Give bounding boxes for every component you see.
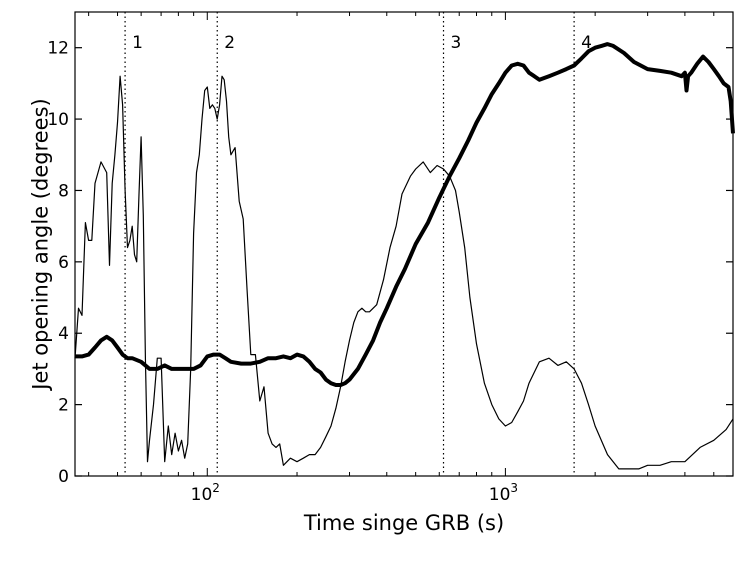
series-layer (74, 42, 735, 470)
y-tick-label: 6 (58, 253, 69, 273)
marker-layer: 1 2 3 4 (124, 12, 592, 476)
marker-label-1: 1 (132, 33, 143, 53)
series-line-thin (74, 75, 734, 470)
y-tick-label: 10 (47, 110, 69, 130)
x-tick-label: 103 (489, 481, 518, 505)
marker-label-4: 4 (581, 33, 592, 53)
plot-frame (74, 11, 734, 477)
y-tick-label: 12 (47, 39, 69, 59)
x-axis-label: Time singe GRB (s) (303, 511, 504, 535)
y-tick-label: 0 (58, 467, 69, 487)
marker-label-2: 2 (224, 33, 235, 53)
series-line-thick (75, 42, 735, 387)
y-axis-label: Jet opening angle (degrees) (28, 98, 52, 391)
y-tick-label: 4 (58, 324, 69, 344)
y-tick-label: 2 (58, 396, 69, 416)
marker-label-3: 3 (451, 33, 462, 53)
x-tick-label: 102 (191, 481, 220, 505)
y-tick-label: 8 (58, 181, 69, 201)
